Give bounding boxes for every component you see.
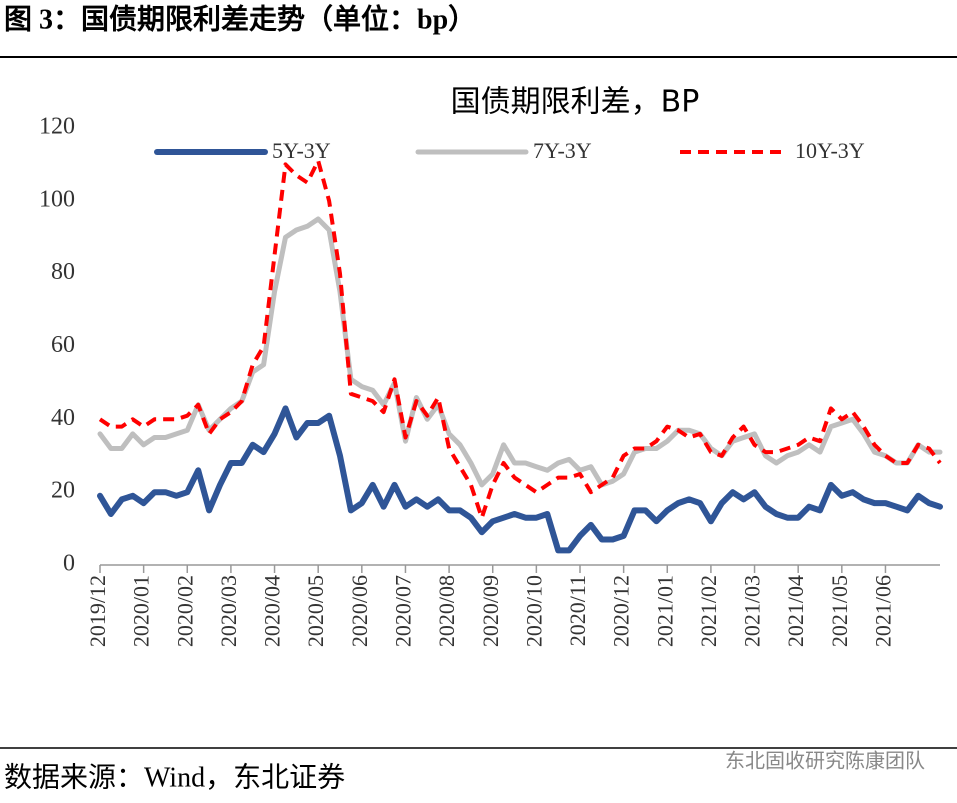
x-tick-label: 2020/02: [172, 575, 197, 647]
x-tick-label: 2020/11: [565, 575, 590, 646]
y-tick-label: 120: [39, 114, 75, 140]
x-tick-label: 2020/12: [609, 575, 634, 647]
y-tick-label: 0: [63, 551, 75, 577]
y-tick-label: 100: [39, 186, 75, 212]
x-tick-label: 2020/04: [260, 575, 285, 647]
x-tick-label: 2021/06: [871, 575, 896, 647]
legend-label: 5Y-3Y: [272, 138, 331, 163]
source: 数据来源：Wind，东北证券: [4, 761, 345, 793]
x-tick-label: 2020/06: [347, 575, 372, 647]
y-tick-label: 40: [51, 405, 75, 431]
figure-title: 图 3：国债期限利差走势（单位：bp）: [4, 2, 476, 35]
y-tick-label: 80: [51, 259, 75, 285]
series-line: [97, 405, 943, 554]
y-tick-label: 20: [51, 478, 75, 504]
x-tick-label: 2019/12: [85, 575, 110, 647]
legend-label: 7Y-3Y: [533, 138, 592, 163]
watermark: 东北固收研究陈康团队: [725, 749, 925, 773]
y-tick-label: 60: [51, 332, 75, 358]
chart-title: 国债期限利差，BP: [451, 85, 700, 120]
legend-label: 10Y-3Y: [795, 138, 865, 163]
series-line: [97, 216, 943, 488]
x-tick-label: 2020/05: [303, 575, 328, 647]
x-tick-label: 2021/02: [696, 575, 721, 647]
x-tick-label: 2021/05: [827, 575, 852, 647]
x-tick-label: 2021/03: [740, 575, 765, 647]
x-tick-label: 2020/03: [216, 575, 241, 647]
x-tick-label: 2020/10: [521, 575, 546, 647]
x-tick-label: 2020/08: [434, 575, 459, 647]
x-tick-label: 2021/01: [652, 575, 677, 647]
series-line: [98, 158, 942, 520]
x-tick-label: 2021/04: [783, 575, 808, 647]
x-tick-label: 2020/09: [478, 575, 503, 647]
x-tick-label: 2020/01: [129, 575, 154, 647]
x-tick-label: 2020/07: [391, 575, 416, 647]
